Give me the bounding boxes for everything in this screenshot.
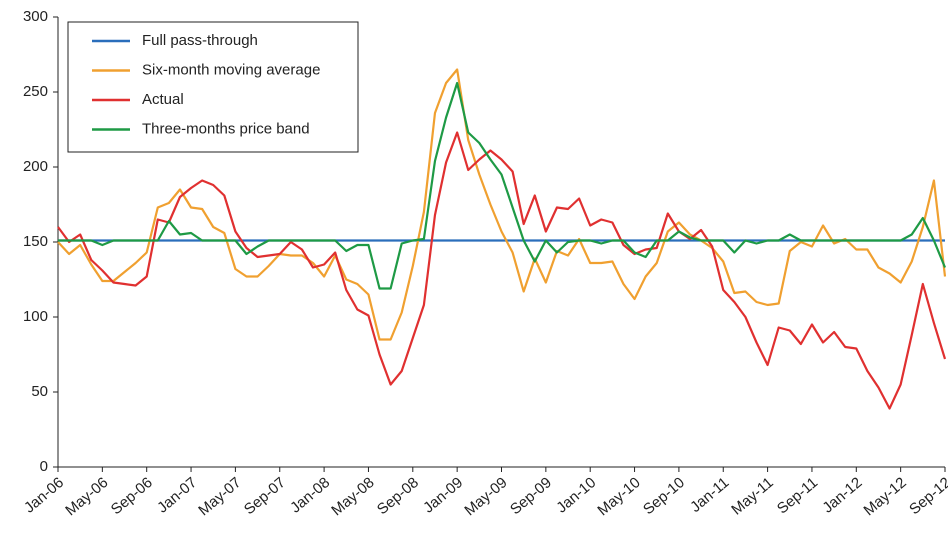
- x-tick-label: May-08: [328, 474, 377, 519]
- y-tick-label: 0: [40, 458, 48, 475]
- x-tick-label: Sep-12: [906, 474, 948, 518]
- x-tick-label: Jan-07: [154, 474, 200, 517]
- series-line: [57, 68, 947, 341]
- x-tick-label: Sep-06: [108, 474, 156, 518]
- x-tick-label: Jan-06: [21, 474, 67, 517]
- x-tick-label: Sep-10: [640, 474, 688, 518]
- y-tick-label: 200: [23, 158, 48, 175]
- x-tick-label: Sep-08: [374, 474, 422, 518]
- y-tick-label: 100: [23, 308, 48, 325]
- y-tick-label: 250: [23, 83, 48, 100]
- legend-label: Full pass-through: [142, 32, 258, 49]
- x-tick-label: May-12: [861, 474, 910, 519]
- series-line: [58, 81, 947, 290]
- x-tick-label: Jan-08: [287, 474, 333, 517]
- y-tick-label: 300: [23, 8, 48, 25]
- x-tick-label: May-09: [461, 474, 510, 519]
- x-tick-label: Jan-09: [420, 474, 466, 517]
- y-tick-label: 50: [31, 383, 48, 400]
- series-line: [57, 131, 947, 410]
- legend-label: Three-months price band: [142, 120, 310, 137]
- x-tick-label: May-07: [195, 474, 244, 519]
- x-tick-label: May-06: [62, 474, 111, 519]
- x-tick-label: Sep-07: [241, 474, 289, 518]
- x-tick-label: Jan-11: [687, 474, 732, 516]
- x-tick-label: Jan-12: [819, 474, 865, 517]
- legend-label: Six-month moving average: [142, 61, 320, 78]
- legend-label: Actual: [142, 91, 184, 108]
- x-tick-label: May-10: [594, 474, 643, 519]
- x-tick-label: Jan-10: [553, 474, 599, 517]
- x-tick-label: Sep-11: [774, 474, 821, 517]
- y-tick-label: 150: [23, 233, 48, 250]
- x-tick-label: Sep-09: [507, 474, 555, 518]
- x-tick-label: May-11: [728, 474, 776, 518]
